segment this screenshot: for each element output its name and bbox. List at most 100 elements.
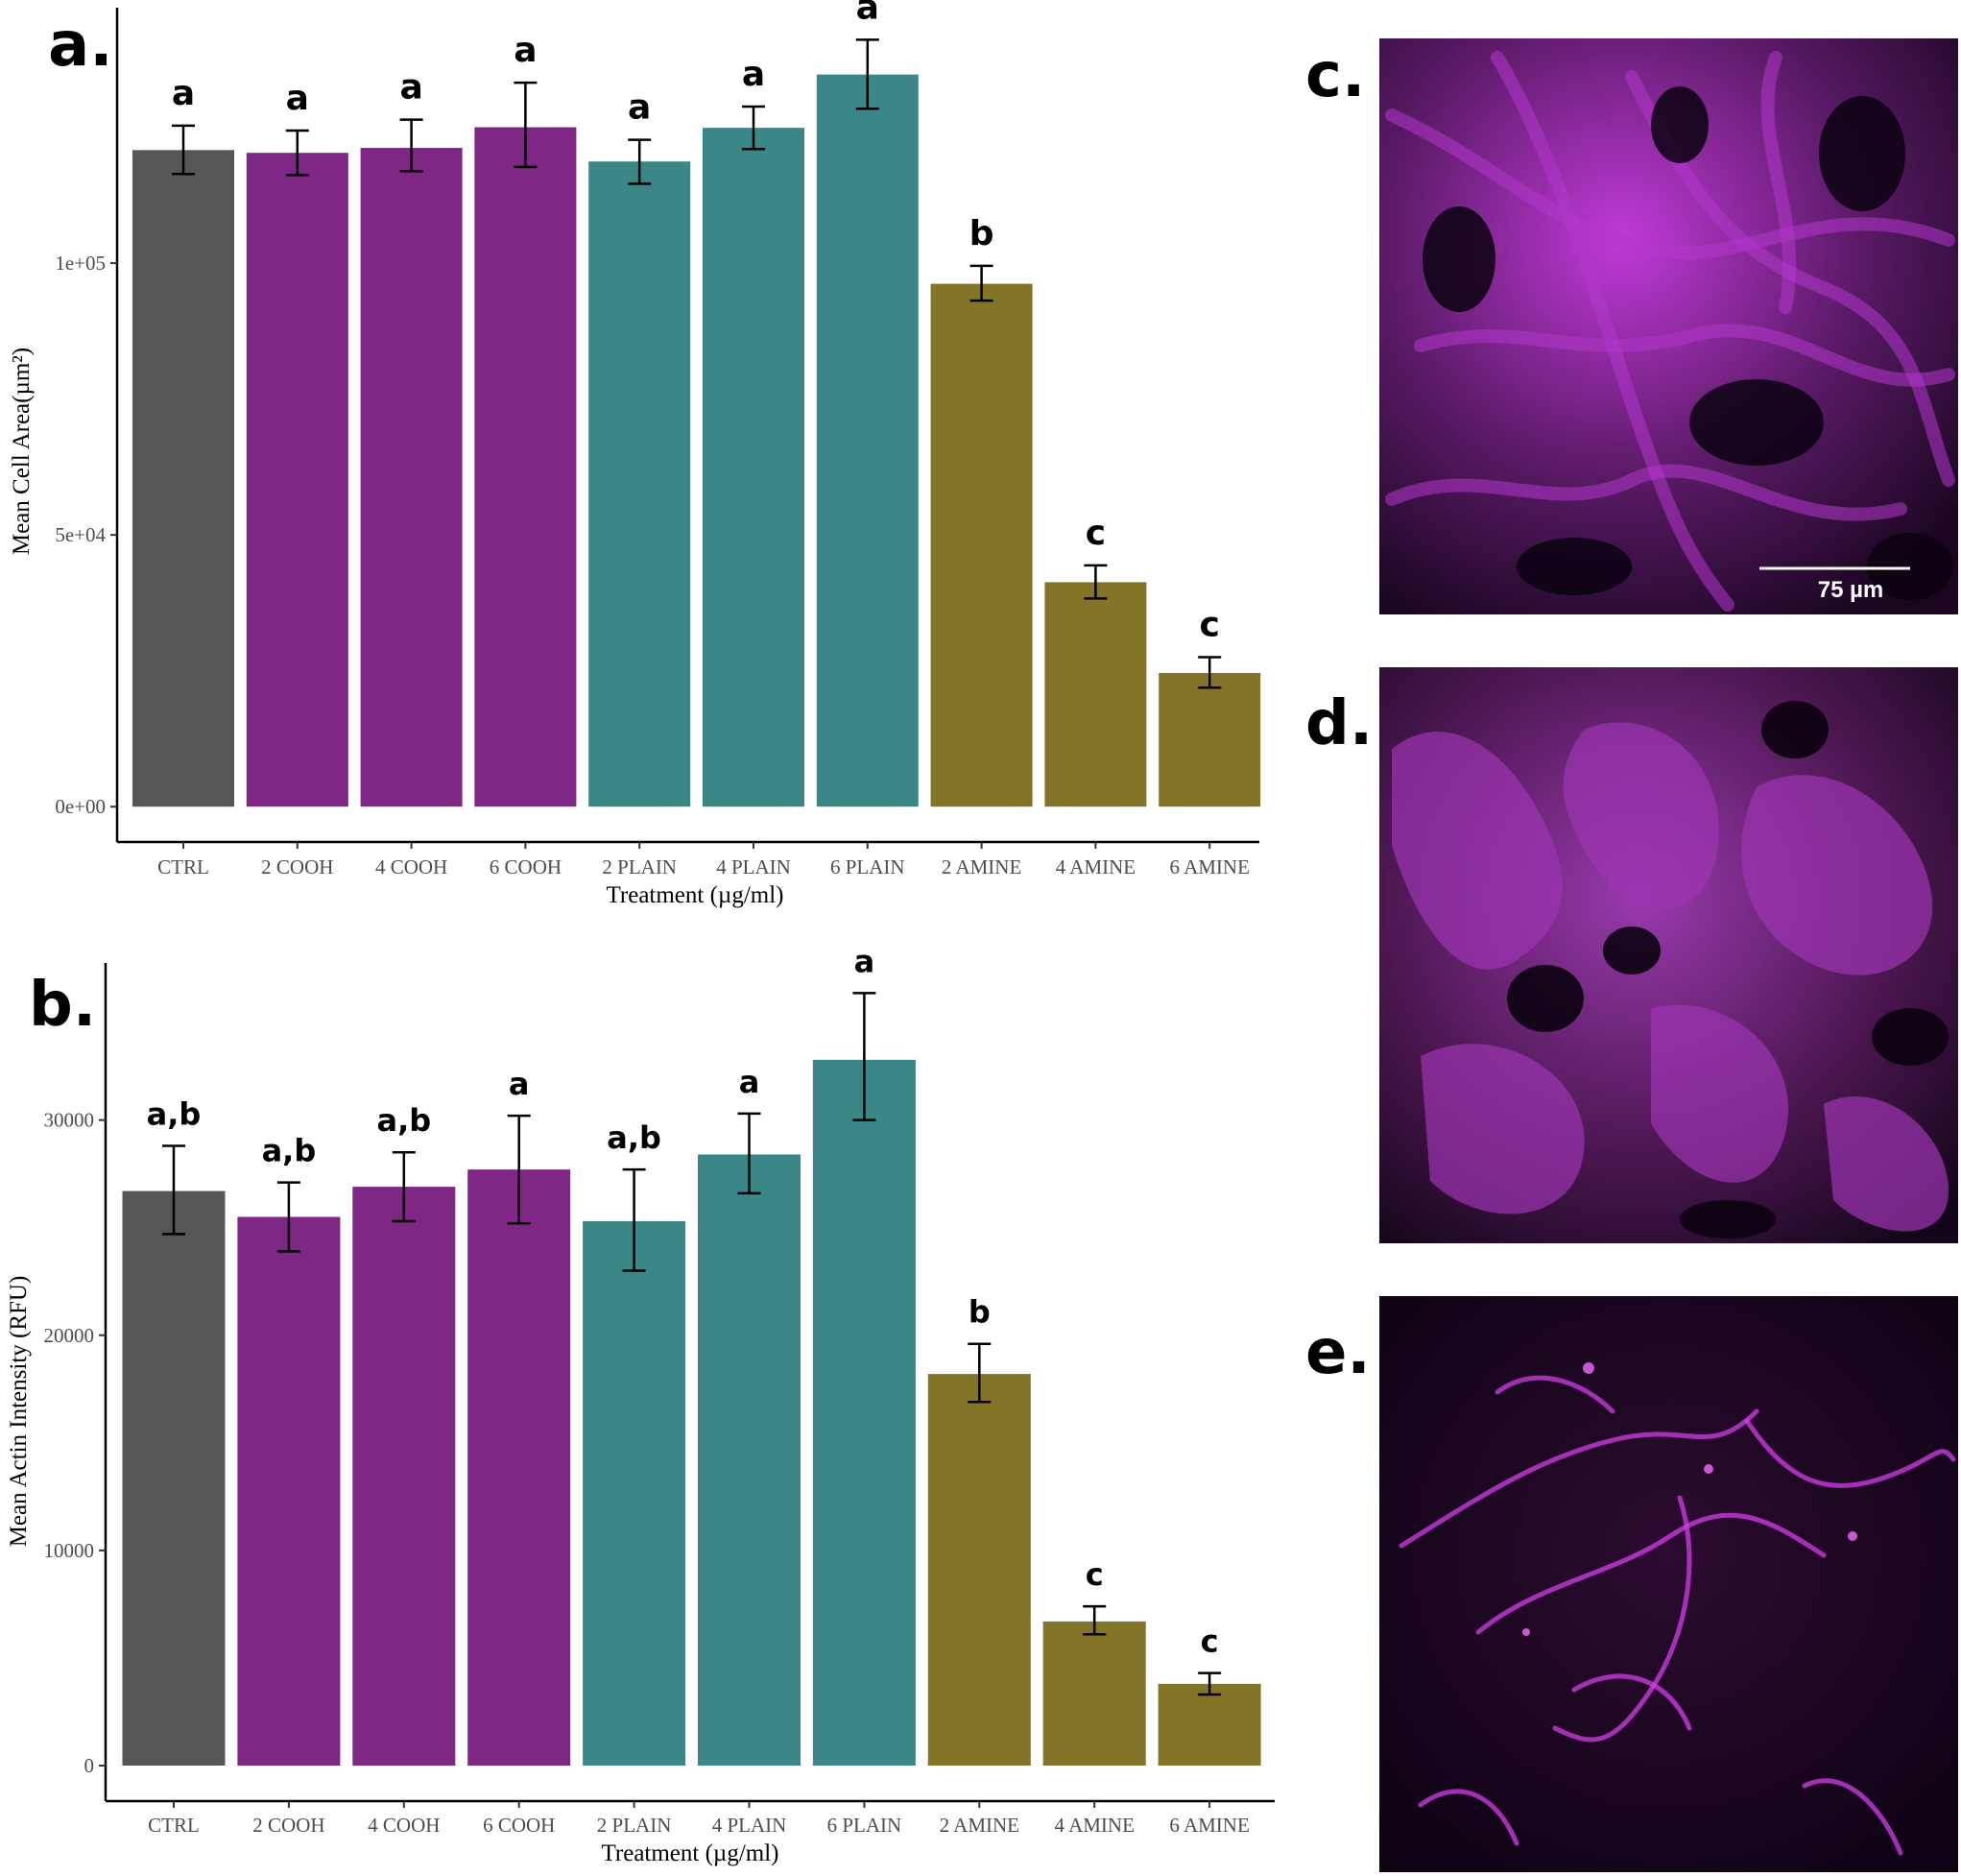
actin-intensity-bar (237, 1216, 341, 1767)
actin-intensity-bar (122, 1191, 226, 1767)
cell-area-x-tick-label: 4 AMINE (1056, 855, 1136, 878)
cell-area-significance-label: c (1200, 606, 1220, 645)
micrograph-d (1379, 667, 1958, 1243)
actin-intensity-error-bar (1083, 1604, 1107, 1636)
cell-area-bar (1159, 672, 1261, 807)
actin-intensity-bar (927, 1374, 1031, 1767)
cell-area-x-tick-label: 4 PLAIN (716, 855, 791, 878)
micrograph-c: 75 µm (1379, 38, 1958, 614)
cell-area-y-tick-label: 1e+05 (55, 252, 106, 275)
cell-area-error-bar (855, 38, 879, 110)
cell-area-bar (816, 74, 919, 807)
panel-letter-e: e. (1305, 1317, 1371, 1388)
cell-area-y-ticks: 0e+00 5e+04 1e+05 (55, 252, 117, 818)
cell-area-x-tick-label: 6 PLAIN (830, 855, 905, 878)
actin-intensity-error-bar (737, 1112, 761, 1195)
panel-letter-b: b. (29, 970, 96, 1041)
actin-intensity-error-bars (162, 992, 1222, 1696)
cell-area-x-tick-label: 2 AMINE (942, 855, 1021, 878)
actin-intensity-x-axis-title: Treatment (µg/ml) (602, 1840, 779, 1866)
cell-area-bar (1044, 582, 1147, 807)
cell-area-bar (588, 161, 691, 807)
actin-intensity-x-tick-label: 4 PLAIN (712, 1814, 787, 1837)
cell-area-error-bar (514, 81, 538, 169)
actin-intensity-significance-label: a,b (607, 1119, 661, 1156)
actin-intensity-significance-label: a,b (262, 1133, 317, 1169)
actin-intensity-significance-label: a (739, 1064, 760, 1100)
cell-area-significance-label: a (286, 79, 309, 118)
actin-intensity-bar (467, 1169, 571, 1767)
micrograph-d-dark-gaps (1507, 701, 1949, 1239)
cell-area-x-tick-label: 6 AMINE (1169, 855, 1249, 878)
cell-area-x-ticks: CTRL 2 COOH 4 COOH 6 COOH 2 PLAIN 4 PLAIN 6 PL… (157, 842, 1250, 878)
cell-area-bar (703, 128, 804, 807)
cell-area-bar-chart: a a a a a a a b c c 0e+00 5e+04 1e+05 CTRL 2 COOH 4 C… (9, 0, 1261, 908)
cell-area-significance-label: a (399, 68, 422, 108)
actin-intensity-y-ticks: 0 10000 20000 30000 (44, 1109, 106, 1777)
actin-intensity-error-bar (276, 1181, 300, 1253)
actin-intensity-x-tick-label: 6 PLAIN (827, 1814, 902, 1837)
cell-area-error-bars (172, 38, 1222, 689)
cell-area-error-bar (742, 105, 765, 151)
actin-intensity-y-axis-title: Mean Actin Intensity (RFU) (6, 1276, 32, 1548)
cell-area-y-tick-label: 5e+04 (55, 523, 106, 546)
actin-intensity-error-bar (852, 992, 876, 1121)
actin-intensity-bars (122, 1059, 1261, 1767)
actin-intensity-bar (812, 1059, 916, 1767)
cell-area-y-axis-title: Mean Cell Area(µm²) (9, 348, 35, 555)
cell-area-significance-label: a (856, 0, 879, 27)
actin-intensity-significance-label: a,b (376, 1102, 431, 1139)
cell-area-bar (246, 153, 348, 807)
actin-intensity-x-tick-label: 4 COOH (368, 1814, 440, 1837)
actin-intensity-significance-label: c (1086, 1556, 1104, 1593)
actin-intensity-bar-chart: a,b a,b a,b a a,b a a b c c 0 10000 20000 30000 CTRL… (6, 943, 1275, 1866)
cell-area-x-tick-label: 2 COOH (261, 855, 333, 878)
panel-letter-d: d. (1305, 688, 1373, 759)
cell-area-error-bar (1084, 564, 1108, 600)
actin-intensity-x-tick-label: CTRL (148, 1814, 200, 1837)
cell-area-x-tick-label: 2 PLAIN (602, 855, 677, 878)
actin-intensity-x-tick-label: 2 AMINE (940, 1814, 1019, 1837)
panel-letter-c: c. (1305, 40, 1365, 111)
actin-intensity-significance-labels: a,b a,b a,b a a,b a a b c c (147, 943, 1219, 1659)
actin-intensity-significance-label: c (1201, 1623, 1219, 1660)
cell-area-bar (132, 150, 234, 807)
actin-intensity-significance-label: a (509, 1066, 530, 1102)
actin-intensity-bar (698, 1154, 801, 1767)
cell-area-bar (474, 127, 577, 807)
actin-intensity-error-bar (968, 1342, 992, 1404)
cell-area-significance-label: a (742, 55, 765, 94)
actin-intensity-bar (1158, 1683, 1261, 1767)
cell-area-axes (115, 8, 1259, 844)
cell-area-significance-label: a (172, 74, 195, 113)
actin-intensity-y-tick-label: 20000 (44, 1324, 95, 1347)
actin-intensity-significance-label: a (854, 943, 875, 979)
scale-bar-label: 75 µm (1818, 577, 1884, 603)
actin-intensity-x-tick-label: 4 AMINE (1054, 1814, 1134, 1837)
cell-area-error-bar (399, 118, 423, 173)
cell-area-significance-label: b (969, 214, 994, 253)
actin-intensity-x-tick-label: 6 COOH (483, 1814, 555, 1837)
actin-intensity-axes (104, 963, 1275, 1803)
actin-intensity-significance-label: a,b (147, 1096, 202, 1133)
actin-intensity-x-tick-label: 2 COOH (252, 1814, 324, 1837)
actin-intensity-bar (583, 1220, 686, 1767)
actin-intensity-bar (1042, 1621, 1146, 1767)
micrograph-c-dark-gaps (1423, 86, 1953, 600)
micrograph-e (1379, 1296, 1958, 1872)
panel-letter-a: a. (48, 10, 113, 81)
actin-intensity-error-bar (1198, 1672, 1222, 1696)
cell-area-bar (360, 148, 463, 807)
cell-area-x-tick-label: CTRL (157, 855, 209, 878)
cell-area-error-bar (969, 264, 993, 302)
actin-intensity-bar (352, 1187, 456, 1767)
cell-area-x-axis-title: Treatment (µg/ml) (607, 882, 784, 908)
cell-area-error-bar (172, 124, 195, 176)
cell-area-x-tick-label: 6 COOH (490, 855, 562, 878)
cell-area-significance-labels: a a a a a a a b c c (172, 0, 1220, 645)
micrograph-e-actin-filaments (1399, 1375, 1956, 1856)
micrograph-d-cell-shapes (1392, 722, 1949, 1232)
micrograph-e-bright-spots (1522, 1362, 1857, 1636)
actin-intensity-error-bar (622, 1167, 646, 1272)
